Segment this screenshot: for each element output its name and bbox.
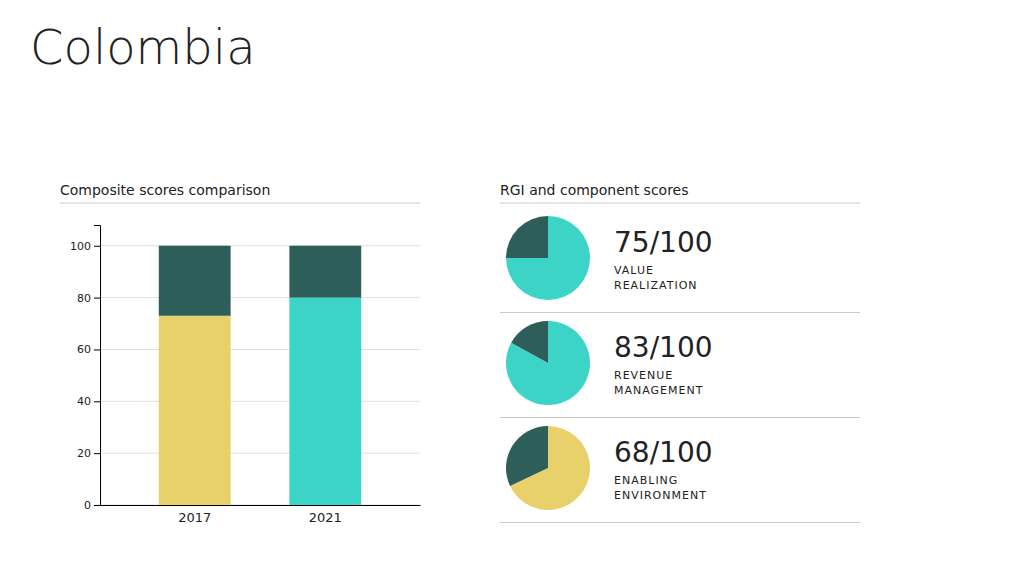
x-tick: 2021 <box>309 510 342 525</box>
divider <box>500 417 860 418</box>
grid-line <box>100 297 420 298</box>
y-tick: 40 <box>77 395 100 408</box>
x-axis: 2017 2021 <box>101 506 421 526</box>
bar <box>159 316 231 505</box>
pie <box>506 426 590 510</box>
bars <box>159 246 361 505</box>
tick-mark <box>94 298 100 299</box>
grid-line <box>100 453 420 454</box>
y-tick: 0 <box>84 499 100 512</box>
tick-mark <box>94 349 100 350</box>
pie <box>506 216 590 300</box>
bar <box>289 298 361 505</box>
page-title: Colombia <box>30 19 256 75</box>
tick-label: 0 <box>84 499 91 512</box>
pie-slice <box>511 321 548 363</box>
y-tick: 100 <box>70 240 100 253</box>
divider <box>500 312 860 313</box>
chart-svg: Colombia Composite scores comparison 0 20 40… <box>0 0 1024 576</box>
tick-mark <box>94 246 100 247</box>
series-label: VALUEREALIZATION <box>614 264 698 292</box>
pie <box>506 321 590 405</box>
data-label: 83/100 <box>614 331 713 364</box>
x-tick: 2017 <box>178 510 211 525</box>
tick-label: 60 <box>77 343 91 356</box>
pie-slice <box>506 321 590 405</box>
axis-domain <box>94 226 101 506</box>
tick-mark <box>94 401 100 402</box>
tick-label: 80 <box>77 292 91 305</box>
tick-mark <box>94 453 100 454</box>
bar <box>159 246 231 316</box>
tick-label: 2017 <box>178 510 211 525</box>
divider <box>60 203 420 204</box>
tick-label: 2021 <box>309 510 342 525</box>
pie-slice <box>506 426 548 486</box>
chart-title: Composite scores comparison <box>60 182 270 198</box>
pie-slice <box>506 216 548 258</box>
grid <box>100 246 420 505</box>
y-tick: 20 <box>77 447 100 460</box>
divider <box>500 522 860 523</box>
series-label: ENABLINGENVIRONMENT <box>614 474 707 502</box>
grid-line <box>100 401 420 402</box>
pie-slice <box>506 216 590 300</box>
y-axis: 0 20 40 60 80 100 <box>70 226 101 513</box>
bar <box>289 246 361 298</box>
tick-label: 100 <box>70 240 91 253</box>
grid-line <box>100 505 420 506</box>
series-label: REVENUEMANAGEMENT <box>614 369 703 397</box>
chart-title: RGI and component scores <box>500 182 689 198</box>
tick-label: 20 <box>77 447 91 460</box>
tick-mark <box>94 505 100 506</box>
y-tick: 60 <box>77 343 100 356</box>
divider <box>500 203 860 204</box>
data-label: 75/100 <box>614 226 713 259</box>
y-tick: 80 <box>77 292 100 305</box>
tick-label: 40 <box>77 395 91 408</box>
grid-line <box>100 245 420 246</box>
data-label: 68/100 <box>614 436 713 469</box>
axis-domain <box>101 505 421 506</box>
grid-line <box>100 349 420 350</box>
